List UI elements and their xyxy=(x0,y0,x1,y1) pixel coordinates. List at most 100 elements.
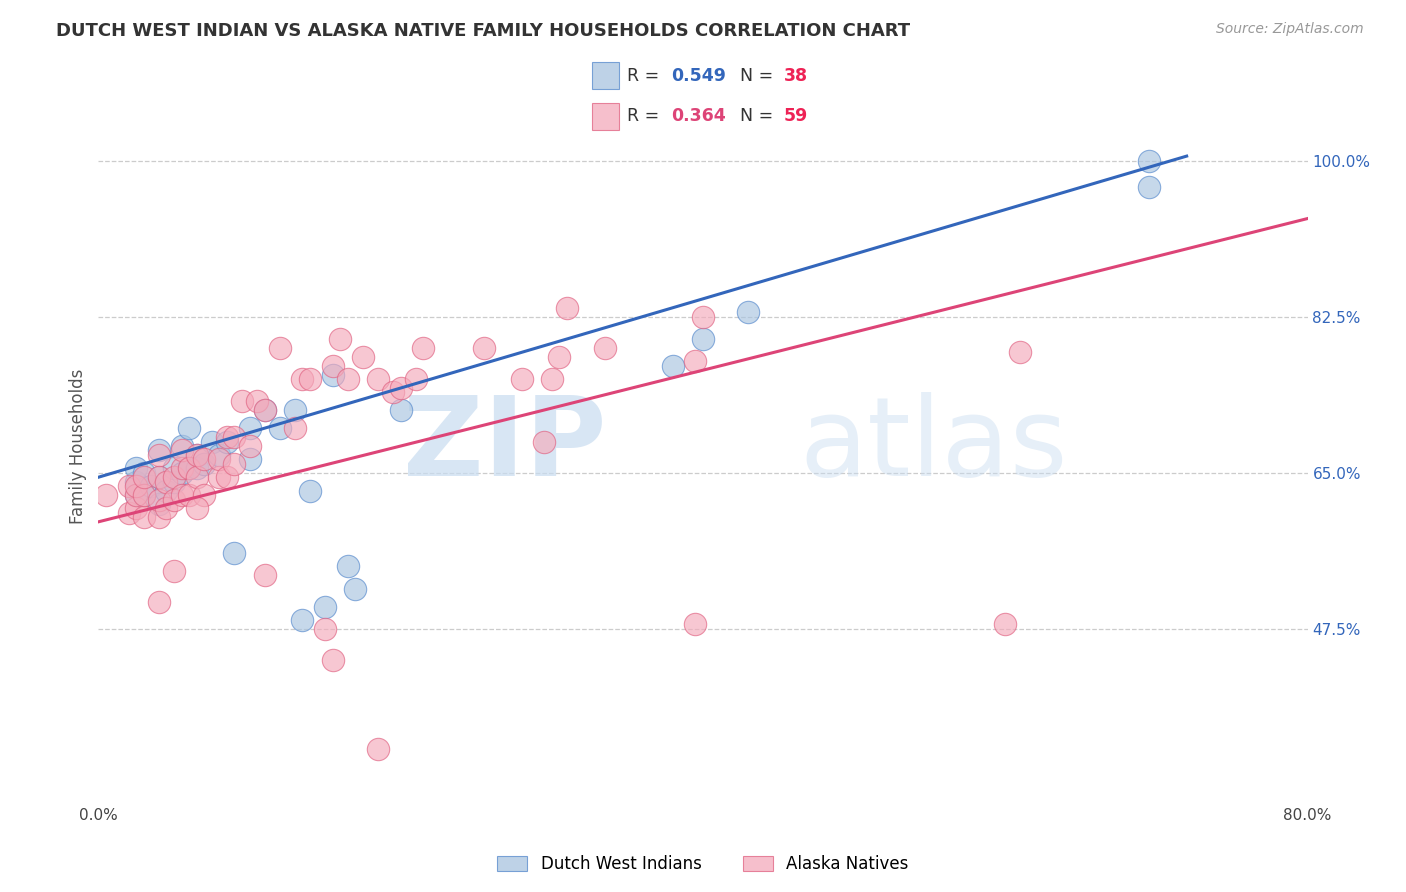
Point xyxy=(548,350,571,364)
Bar xyxy=(592,103,619,130)
Point xyxy=(132,466,155,480)
Point xyxy=(344,582,367,596)
Point xyxy=(186,448,208,462)
Text: atlas: atlas xyxy=(800,392,1069,500)
Point xyxy=(336,372,359,386)
Point xyxy=(193,457,215,471)
Point xyxy=(170,466,193,480)
Text: DUTCH WEST INDIAN VS ALASKA NATIVE FAMILY HOUSEHOLDS CORRELATION CHART: DUTCH WEST INDIAN VS ALASKA NATIVE FAMIL… xyxy=(56,22,910,40)
Point xyxy=(208,452,231,467)
Point xyxy=(412,341,434,355)
Point xyxy=(179,461,201,475)
Point xyxy=(132,510,155,524)
Text: N =: N = xyxy=(740,107,779,125)
Point xyxy=(94,488,117,502)
Point xyxy=(132,488,155,502)
Text: 0.549: 0.549 xyxy=(671,67,725,85)
Point xyxy=(170,439,193,453)
Point xyxy=(170,461,193,475)
Point xyxy=(193,452,215,467)
Point xyxy=(186,448,208,462)
Point xyxy=(148,492,170,507)
Point xyxy=(148,497,170,511)
Point xyxy=(163,461,186,475)
Point xyxy=(148,595,170,609)
Point xyxy=(685,617,707,632)
Point xyxy=(314,599,336,614)
Point xyxy=(1137,180,1160,194)
Point xyxy=(208,470,231,484)
Point xyxy=(555,301,578,315)
Point xyxy=(125,488,148,502)
Point xyxy=(269,341,291,355)
Point xyxy=(224,546,246,560)
Point xyxy=(208,448,231,462)
Point xyxy=(148,510,170,524)
Point xyxy=(389,381,412,395)
Point xyxy=(329,332,352,346)
Point xyxy=(593,341,616,355)
Point xyxy=(352,350,374,364)
Text: ZIP: ZIP xyxy=(404,392,606,500)
Point xyxy=(284,403,307,417)
Point xyxy=(125,461,148,475)
Point xyxy=(186,470,208,484)
Point xyxy=(994,617,1017,632)
Point xyxy=(322,653,344,667)
Point xyxy=(1137,153,1160,168)
Point xyxy=(132,470,155,484)
Point xyxy=(215,434,238,449)
Point xyxy=(692,310,714,324)
Point xyxy=(155,501,177,516)
Point xyxy=(148,443,170,458)
Point xyxy=(215,470,238,484)
Point xyxy=(132,488,155,502)
Point xyxy=(685,354,707,368)
Point xyxy=(170,443,193,458)
Text: Source: ZipAtlas.com: Source: ZipAtlas.com xyxy=(1216,22,1364,37)
Bar xyxy=(592,62,619,89)
Text: N =: N = xyxy=(740,67,779,85)
Text: R =: R = xyxy=(627,67,665,85)
Point xyxy=(533,434,555,449)
Point xyxy=(148,448,170,462)
Point xyxy=(291,372,314,386)
Point xyxy=(125,475,148,489)
Point xyxy=(239,439,262,453)
Point xyxy=(389,403,412,417)
Point xyxy=(367,372,389,386)
Point xyxy=(224,457,246,471)
Point xyxy=(322,359,344,373)
Point xyxy=(692,332,714,346)
Point xyxy=(314,622,336,636)
Point xyxy=(201,434,224,449)
Point xyxy=(215,430,238,444)
Point xyxy=(367,742,389,756)
Point xyxy=(148,470,170,484)
Point xyxy=(510,372,533,386)
Point xyxy=(179,488,201,502)
Point xyxy=(155,475,177,489)
Point xyxy=(284,421,307,435)
Point xyxy=(322,368,344,382)
Point xyxy=(253,568,276,582)
Point xyxy=(540,372,562,386)
Text: R =: R = xyxy=(627,107,665,125)
Point xyxy=(179,421,201,435)
Point xyxy=(239,452,262,467)
Point xyxy=(231,394,253,409)
Point xyxy=(299,483,322,498)
Point xyxy=(253,403,276,417)
Point xyxy=(737,305,759,319)
Point xyxy=(125,501,148,516)
Point xyxy=(155,483,177,498)
Point xyxy=(269,421,291,435)
Legend: Dutch West Indians, Alaska Natives: Dutch West Indians, Alaska Natives xyxy=(491,849,915,880)
Point xyxy=(125,488,148,502)
Point xyxy=(125,479,148,493)
Point xyxy=(405,372,427,386)
Point xyxy=(163,564,186,578)
Point xyxy=(118,479,141,493)
Point xyxy=(163,492,186,507)
Point xyxy=(1010,345,1032,359)
